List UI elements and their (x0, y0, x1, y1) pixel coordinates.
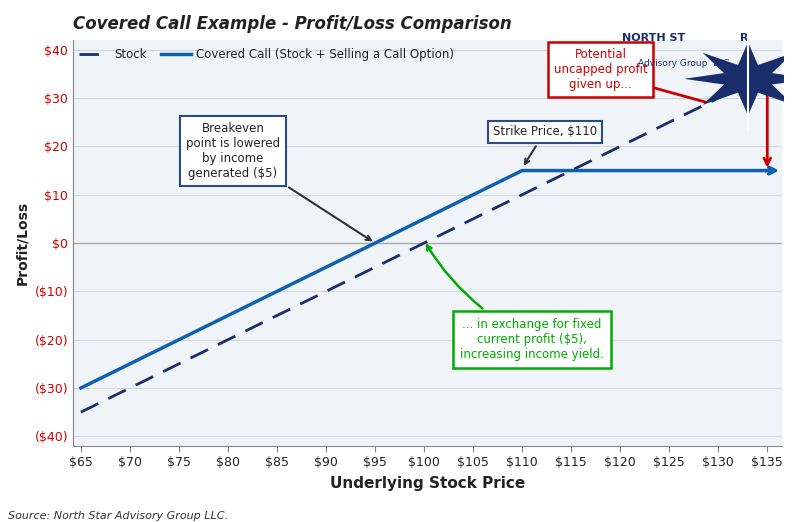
Text: R: R (740, 33, 748, 43)
Text: Potential
uncapped profit
given up...: Potential uncapped profit given up... (554, 48, 647, 91)
X-axis label: Underlying Stock Price: Underlying Stock Price (330, 477, 525, 491)
Text: Strike Price, $110: Strike Price, $110 (493, 125, 597, 164)
Polygon shape (684, 42, 800, 115)
Text: Breakeven
point is lowered
by income
generated ($5): Breakeven point is lowered by income gen… (186, 122, 370, 240)
Y-axis label: Profit/Loss: Profit/Loss (15, 201, 29, 285)
Text: Covered Call Example - Profit/Loss Comparison: Covered Call Example - Profit/Loss Compa… (73, 15, 512, 33)
Text: ... in exchange for fixed
current profit ($5),
increasing income yield.: ... in exchange for fixed current profit… (427, 245, 604, 361)
Text: NORTH ST: NORTH ST (622, 33, 686, 43)
Text: Advisory Group  LLC: Advisory Group LLC (638, 60, 730, 68)
Text: Source: North Star Advisory Group LLC.: Source: North Star Advisory Group LLC. (8, 512, 228, 521)
Legend: Stock, Covered Call (Stock + Selling a Call Option): Stock, Covered Call (Stock + Selling a C… (79, 48, 454, 61)
